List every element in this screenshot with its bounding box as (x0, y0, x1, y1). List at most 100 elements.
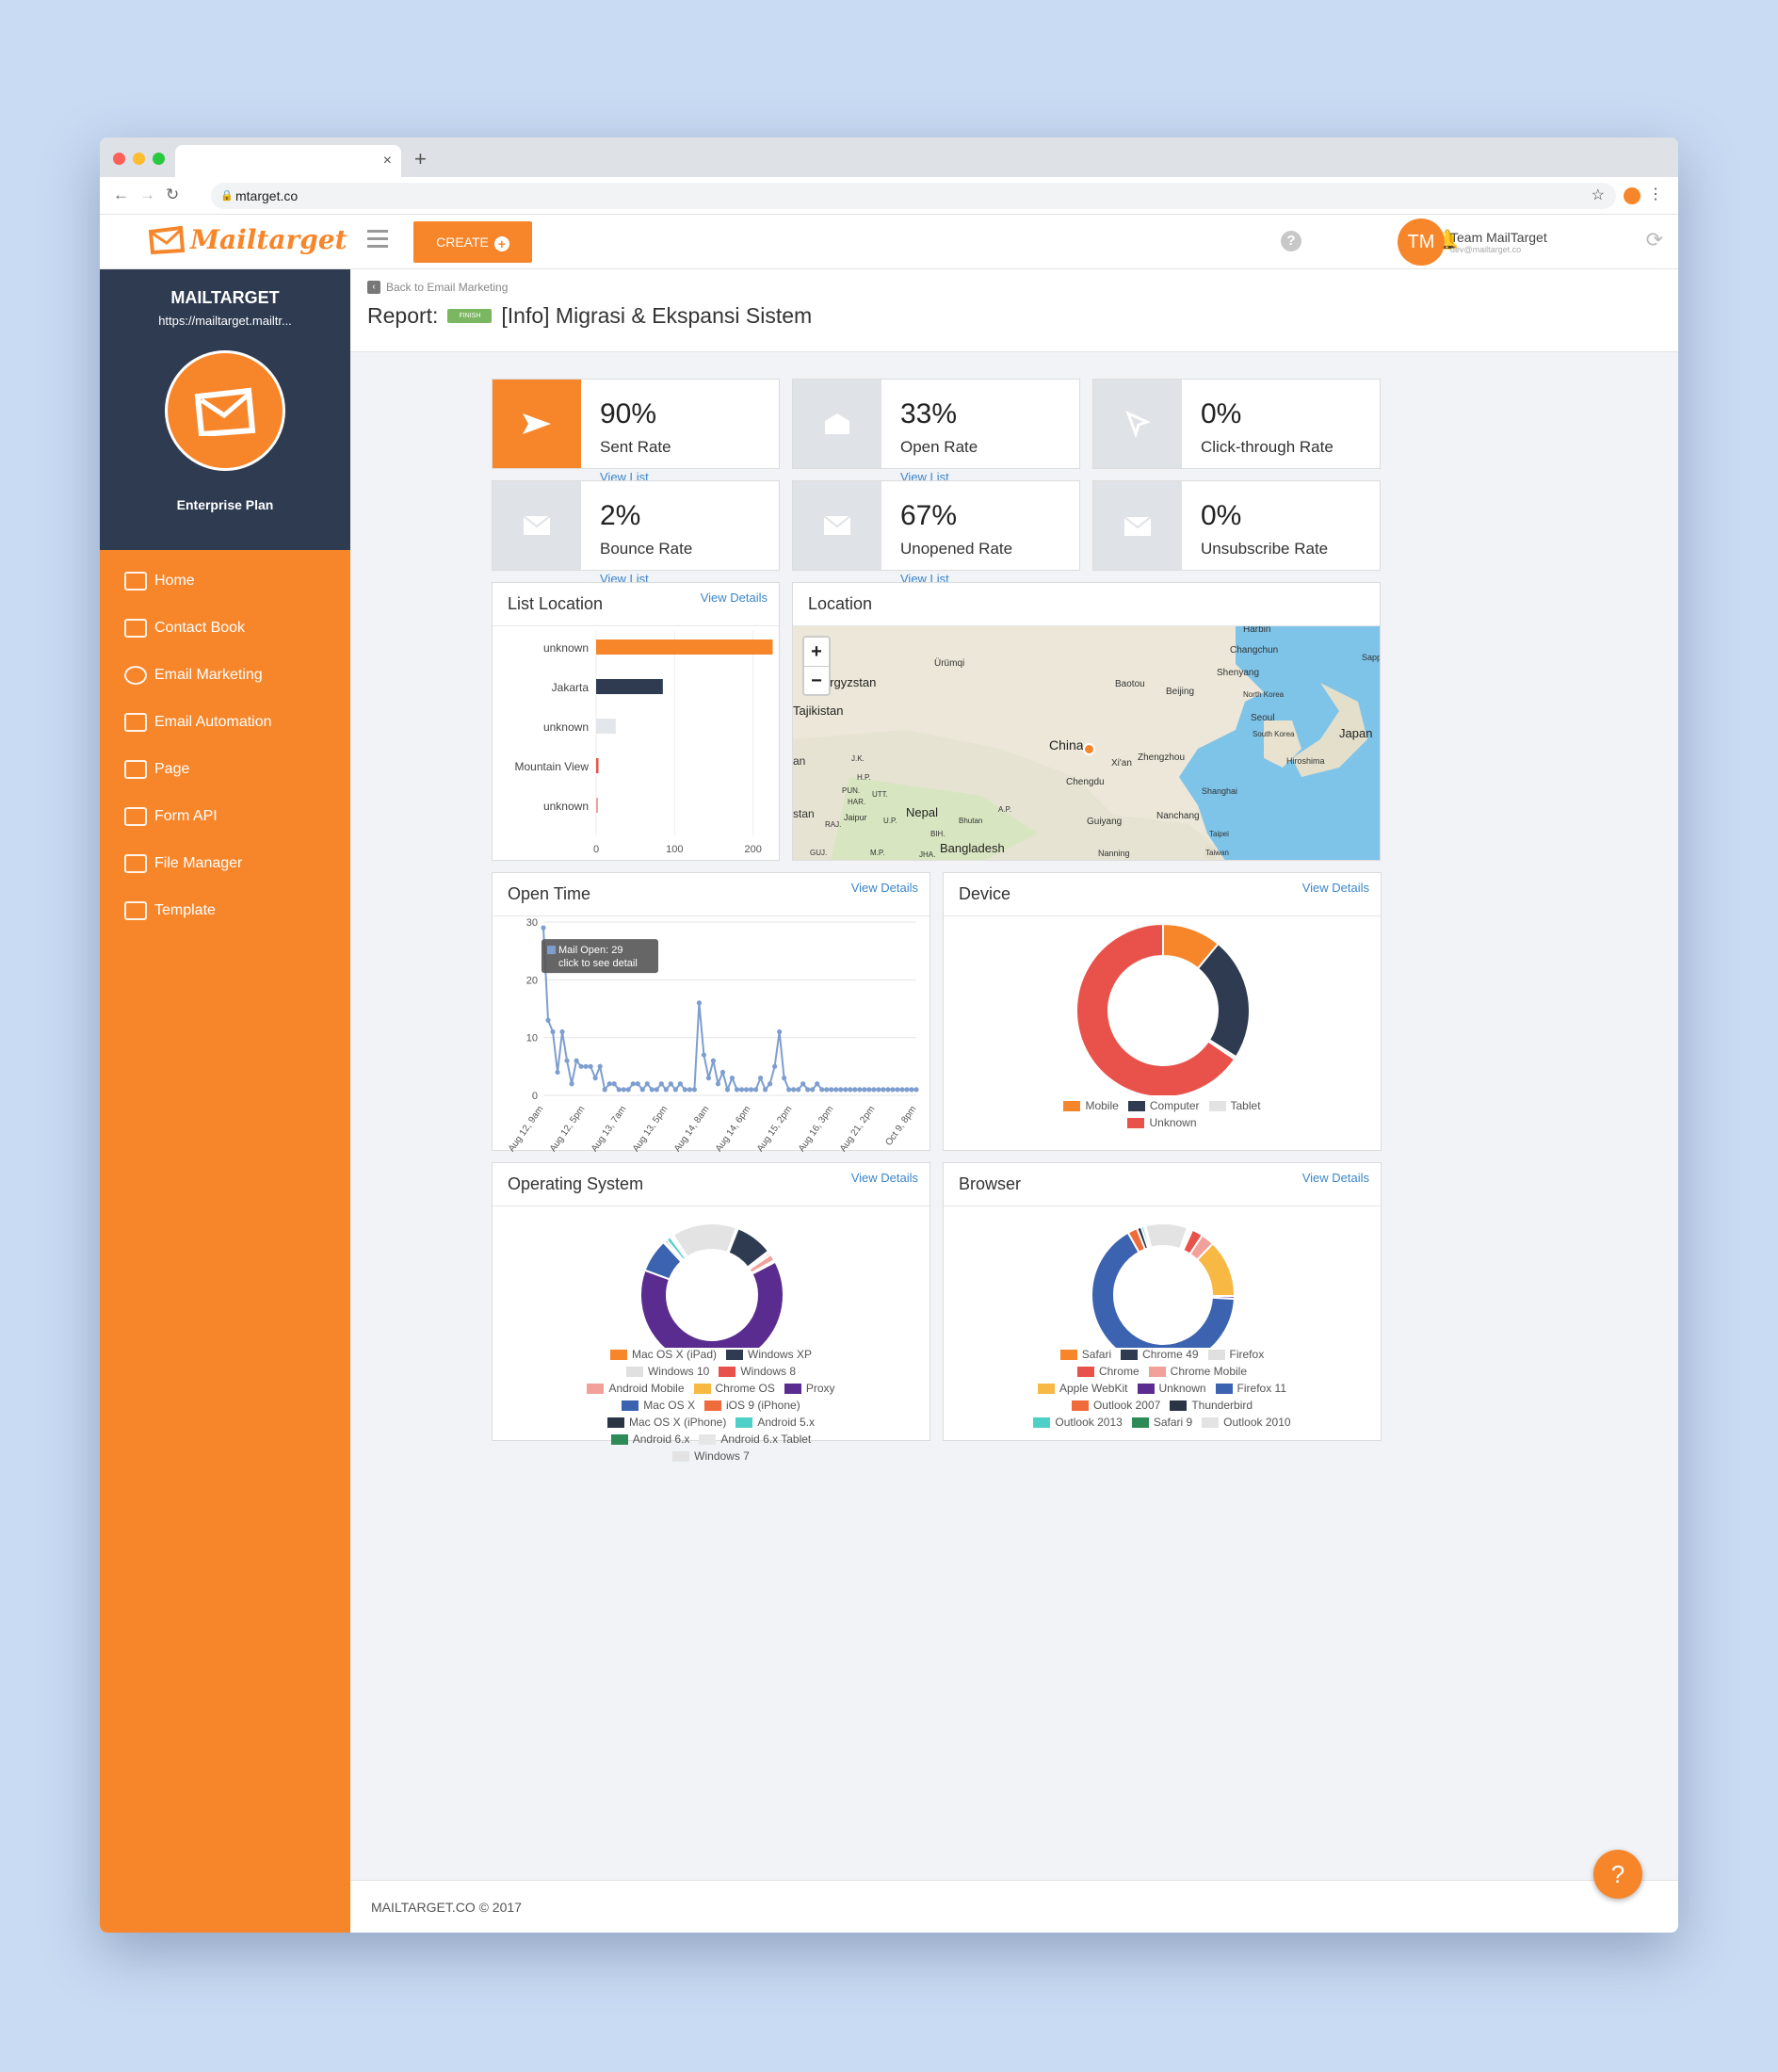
back-link[interactable]: ‹ Back to Email Marketing (367, 269, 1678, 294)
view-details-link[interactable]: View Details (850, 881, 918, 895)
bookmark-star-icon[interactable]: ☆ (1591, 187, 1605, 203)
legend-item[interactable]: Mac OS X (iPad) (609, 1348, 717, 1361)
legend-swatch (1071, 1400, 1089, 1411)
x-tick-label: 0 (593, 844, 599, 855)
zoom-out-button[interactable]: − (804, 666, 829, 694)
view-details-link[interactable]: View Details (700, 591, 768, 605)
data-point (752, 1087, 759, 1093)
sidebar-item-label: Email Marketing (154, 667, 263, 683)
minimize-window-button[interactable] (133, 153, 145, 165)
legend-item[interactable]: Outlook 2013 (1033, 1416, 1123, 1429)
legend-item[interactable]: Outlook 2007 (1071, 1399, 1160, 1412)
reload-icon[interactable]: ↻ (166, 186, 180, 203)
os-donut-chart[interactable] (493, 1206, 931, 1348)
hamburger-menu-icon[interactable] (367, 230, 388, 251)
data-point (738, 1087, 745, 1093)
close-window-button[interactable] (113, 153, 125, 165)
data-point (734, 1087, 740, 1093)
legend-item[interactable]: Safari 9 (1131, 1416, 1192, 1429)
device-donut-chart[interactable] (944, 916, 1382, 1095)
sidebar-item-form-api[interactable]: Form API (100, 793, 350, 840)
location-marker[interactable] (1083, 743, 1095, 755)
legend-item[interactable]: Apple WebKit (1038, 1382, 1128, 1395)
forward-arrow-icon[interactable]: → (139, 186, 155, 203)
legend-item[interactable]: Windows 7 (672, 1449, 750, 1463)
data-point (895, 1087, 900, 1093)
legend-item[interactable]: Unknown (1137, 1382, 1206, 1395)
sidebar-item-home[interactable]: Home (100, 558, 350, 605)
os-legend: Mac OS X (iPad) Windows XP Windows 10 Windo… (493, 1348, 929, 1463)
browser-donut-chart[interactable] (944, 1206, 1382, 1348)
legend-item[interactable]: Chrome 49 (1121, 1348, 1199, 1361)
legend-item[interactable]: Outlook 2010 (1202, 1416, 1291, 1429)
mailtarget-logo[interactable]: Mailtarget (149, 224, 348, 255)
card-title: Device (959, 884, 1011, 903)
view-details-link[interactable]: View Details (850, 1171, 918, 1185)
legend-item[interactable]: Windows XP (726, 1348, 812, 1361)
sidebar-item-file-manager[interactable]: File Manager (100, 840, 350, 887)
legend-swatch (1076, 1366, 1094, 1377)
browser-menu-icon[interactable]: ⋮ (1648, 186, 1663, 202)
sidebar-item-email-marketing[interactable]: Email Marketing (100, 652, 350, 699)
card-title: List Location (508, 594, 604, 613)
help-button[interactable]: ? (1593, 1850, 1642, 1899)
sidebar-item-template[interactable]: Template (100, 887, 350, 934)
legend-item[interactable]: Tablet (1208, 1099, 1261, 1112)
legend-item[interactable]: Chrome OS (693, 1382, 775, 1395)
legend-item[interactable]: Android 5.x (735, 1416, 815, 1429)
stat-label: Unsubscribe Rate (1201, 540, 1329, 558)
sidebar-item-email-automation[interactable]: Email Automation (100, 699, 350, 746)
legend-item[interactable]: Android 6.x Tablet (699, 1433, 811, 1446)
legend-item[interactable]: Mac OS X (iPhone) (606, 1416, 726, 1429)
extension-icon[interactable] (1624, 187, 1641, 204)
legend-label: Windows XP (748, 1348, 813, 1361)
url-field[interactable]: 🔒 mtarget.co ☆ (211, 183, 1616, 209)
stat-card-unopened-rate: 67% Unopened Rate View List (792, 480, 1080, 586)
legend-item[interactable]: Firefox (1207, 1348, 1264, 1361)
legend-swatch (1131, 1416, 1149, 1428)
user-info[interactable]: Team MailTarget dev@mailtarget.co (1450, 230, 1547, 254)
data-point (862, 1087, 867, 1093)
maximize-window-button[interactable] (153, 153, 165, 165)
back-arrow-icon[interactable]: ← (113, 186, 129, 203)
legend-swatch (1148, 1366, 1166, 1377)
create-button[interactable]: CREATE + (413, 221, 532, 263)
legend-swatch (606, 1416, 624, 1428)
legend-item[interactable]: Windows 8 (719, 1365, 796, 1378)
help-circle-icon[interactable]: ? (1281, 231, 1301, 251)
user-email: dev@mailtarget.co (1450, 245, 1522, 254)
legend-item[interactable]: Thunderbird (1170, 1399, 1253, 1412)
browser-tab[interactable]: × (175, 145, 401, 177)
bar (596, 639, 773, 655)
legend-item[interactable]: Windows 10 (625, 1365, 709, 1378)
sync-icon[interactable]: ⟳ (1645, 228, 1663, 251)
avatar[interactable]: TM (1398, 219, 1445, 266)
legend-item[interactable]: iOS 9 (iPhone) (703, 1399, 800, 1412)
legend-item[interactable]: Chrome (1076, 1365, 1140, 1378)
bounce-envelope-icon (493, 481, 581, 570)
location-map[interactable]: Harbin Changchun Shenyang North Korea Se… (793, 626, 1380, 860)
new-tab-icon[interactable]: + (414, 147, 427, 170)
legend-item[interactable]: Android Mobile (587, 1382, 685, 1395)
legend-item[interactable]: Computer (1127, 1099, 1200, 1112)
legend-item[interactable]: Firefox 11 (1215, 1382, 1286, 1395)
sidebar-item-contact-book[interactable]: Contact Book (100, 605, 350, 652)
view-details-link[interactable]: View Details (1301, 1171, 1369, 1185)
legend-item[interactable]: Mac OS X (622, 1399, 695, 1412)
view-details-link[interactable]: View Details (1301, 881, 1369, 895)
legend-swatch (693, 1383, 711, 1394)
zoom-in-button[interactable]: + (811, 641, 822, 662)
legend-item[interactable]: Proxy (784, 1382, 835, 1395)
donut-slice (639, 1260, 784, 1348)
at-icon (124, 666, 147, 685)
open-time-chart[interactable]: 0 10 20 30 Aug 12, 9am Aug 12, 5pm Aug 13, 7am… (493, 916, 931, 1152)
legend-item[interactable]: Mobile (1063, 1099, 1119, 1112)
legend-item[interactable]: Safari (1059, 1348, 1111, 1361)
tab-close-icon[interactable]: × (382, 153, 392, 169)
legend-item[interactable]: Android 6.x (610, 1433, 689, 1446)
data-point (715, 1081, 721, 1087)
data-point (909, 1087, 914, 1093)
sidebar-item-page[interactable]: Page (100, 746, 350, 793)
legend-item[interactable]: Unknown (1127, 1116, 1197, 1129)
legend-item[interactable]: Chrome Mobile (1148, 1365, 1247, 1378)
